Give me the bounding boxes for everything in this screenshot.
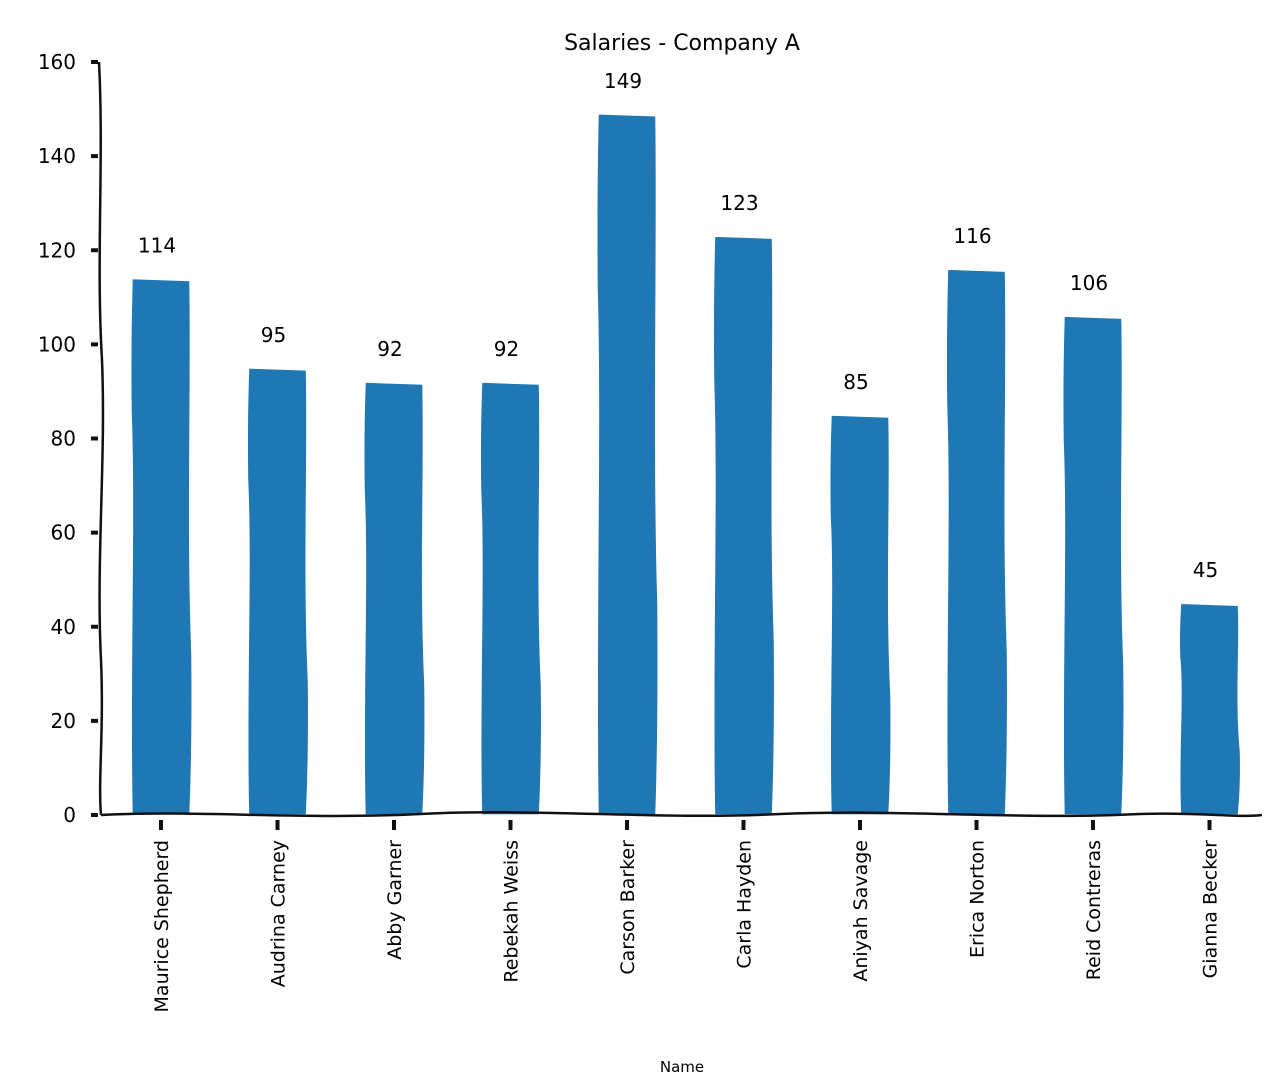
x-axis-line <box>100 811 1263 818</box>
bar <box>1061 315 1125 816</box>
bar-value-label: 106 <box>1070 271 1108 295</box>
bar-value-label: 95 <box>261 323 286 347</box>
y-tick-label: 60 <box>51 521 76 545</box>
y-axis-ticks: 0 20 40 60 80 100 120 140 160 <box>38 50 98 827</box>
bar-value-labels: 114 95 92 92 149 123 85 116 106 45 <box>138 69 1218 582</box>
x-tick-label: Carson Barker <box>617 840 639 975</box>
bar-value-label: 92 <box>377 337 402 361</box>
y-tick-label: 100 <box>38 332 76 356</box>
y-tick-label: 0 <box>63 803 76 827</box>
x-tick-label: Erica Norton <box>967 840 989 958</box>
bar <box>246 367 310 816</box>
x-tick-label: Maurice Shepherd <box>151 840 173 1012</box>
y-tick-label: 140 <box>38 144 76 168</box>
bar-value-label: 45 <box>1193 558 1218 582</box>
x-tick-label: Carla Hayden <box>734 840 756 969</box>
bar <box>1178 602 1242 816</box>
x-axis-ticks: Maurice Shepherd Audrina Carney Abby Garne… <box>151 820 1222 1012</box>
x-tick-label: Aniyah Savage <box>850 840 872 982</box>
y-axis-line <box>97 61 105 816</box>
y-tick-label: 40 <box>51 615 76 639</box>
bar <box>129 277 193 816</box>
bar-value-label: 85 <box>843 370 868 394</box>
bar <box>362 381 426 816</box>
bar-value-label: 116 <box>953 224 991 248</box>
bar-value-label: 149 <box>604 69 642 93</box>
x-tick-label: Reid Contreras <box>1083 840 1105 980</box>
x-tick-label: Abby Garner <box>384 840 406 960</box>
y-tick-label: 120 <box>38 238 76 262</box>
x-tick-label: Audrina Carney <box>268 840 290 987</box>
bar <box>479 381 543 816</box>
bars-group <box>129 112 1242 816</box>
x-tick-label: Rebekah Weiss <box>501 840 523 983</box>
x-axis-title: Name <box>660 1058 704 1076</box>
bar-value-label: 92 <box>494 337 519 361</box>
bar <box>595 112 659 816</box>
x-tick-label: Gianna Becker <box>1200 840 1222 979</box>
chart-title: Salaries - Company A <box>564 31 800 56</box>
bar <box>712 235 776 816</box>
bar-value-label: 114 <box>138 233 176 257</box>
bar <box>945 268 1009 816</box>
y-tick-label: 80 <box>51 427 76 451</box>
bar <box>828 414 892 816</box>
y-tick-label: 160 <box>38 50 76 74</box>
y-tick-label: 20 <box>51 709 76 733</box>
bar-value-label: 123 <box>720 191 758 215</box>
